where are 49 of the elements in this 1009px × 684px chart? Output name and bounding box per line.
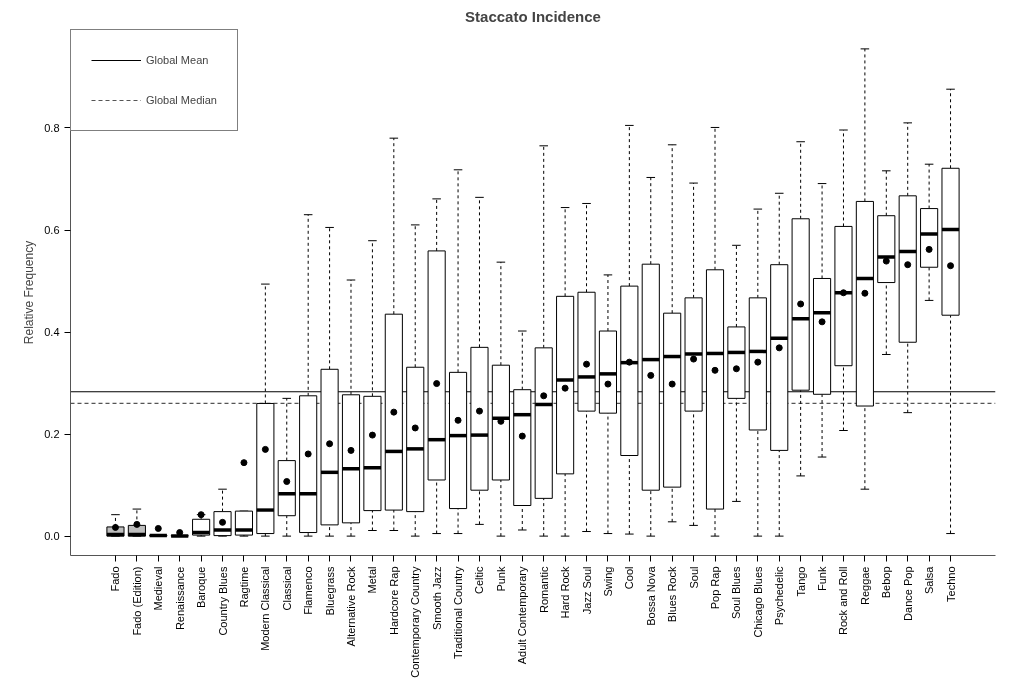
x-tick-label: Bebop	[880, 566, 893, 599]
y-tick-label: 0.6	[44, 224, 60, 236]
x-tick-label: Country Blues	[216, 566, 229, 636]
x-tick-label: Contemporary Country	[409, 566, 422, 678]
y-tick-label: 0.4	[44, 326, 60, 339]
x-tick-label: Hard Rock	[559, 566, 572, 619]
x-tick-label: Funk	[816, 566, 829, 591]
x-tick-label: Salsa	[923, 565, 936, 595]
x-tick-label: Bossa Nova	[644, 565, 657, 626]
x-tick-label: Rock and Roll	[837, 566, 850, 635]
x-tick-label: Cool	[623, 566, 636, 590]
x-tick-label: Tango	[794, 566, 807, 597]
x-tick-label: Techno	[944, 566, 957, 602]
x-tick-label: Reggae	[858, 566, 871, 606]
x-tick-label: Alternative Rock	[345, 566, 357, 647]
x-tick-label: Psychedelic	[773, 566, 786, 626]
x-tick-label: Ragtime	[237, 566, 250, 608]
x-tick-label: Fado	[109, 566, 122, 592]
x-tick-label: Metal	[366, 566, 379, 594]
chart-title: Staccato Incidence	[465, 7, 601, 25]
x-tick-label: Smooth Jazz	[430, 566, 443, 631]
x-tick-label: Chicago Blues	[751, 566, 764, 638]
x-tick-label: Romantic	[537, 566, 550, 613]
x-tick-label: Traditional Country	[452, 566, 465, 660]
y-axis-title: Relative Frequency	[22, 240, 37, 345]
x-tick-label: Fado (Edition)	[130, 566, 143, 636]
x-tick-label: Renaissance	[173, 566, 186, 631]
legend-label: Global Median	[146, 94, 217, 106]
x-tick-label: Flamenco	[302, 566, 315, 615]
x-tick-label: Bluegrass	[323, 566, 336, 616]
y-tick-label: 0.8	[44, 121, 60, 134]
x-tick-label: Modern Classical	[259, 566, 272, 651]
x-tick-label: Soul Blues	[730, 566, 743, 620]
x-tick-label: Swing	[601, 566, 614, 597]
x-tick-label: Classical	[280, 566, 293, 611]
x-tick-label: Celtic	[473, 566, 486, 595]
x-tick-label: Punk	[494, 566, 507, 592]
x-tick-label: Soul	[687, 566, 700, 589]
x-tick-label: Pop Rap	[709, 566, 721, 610]
legend-label: Global Mean	[146, 54, 209, 66]
x-tick-label: Jazz Soul	[580, 566, 593, 615]
x-tick-label: Dance Pop	[901, 566, 914, 621]
x-tick-label: Medieval	[152, 566, 165, 611]
y-tick-label: 0.2	[44, 428, 60, 441]
x-tick-label: Baroque	[195, 566, 208, 609]
x-tick-label: Blues Rock	[666, 566, 679, 623]
x-tick-label: Adult Contemporary	[516, 566, 529, 665]
y-tick-label: 0.0	[44, 530, 60, 543]
x-tick-label: Hardcore Rap	[387, 566, 400, 635]
